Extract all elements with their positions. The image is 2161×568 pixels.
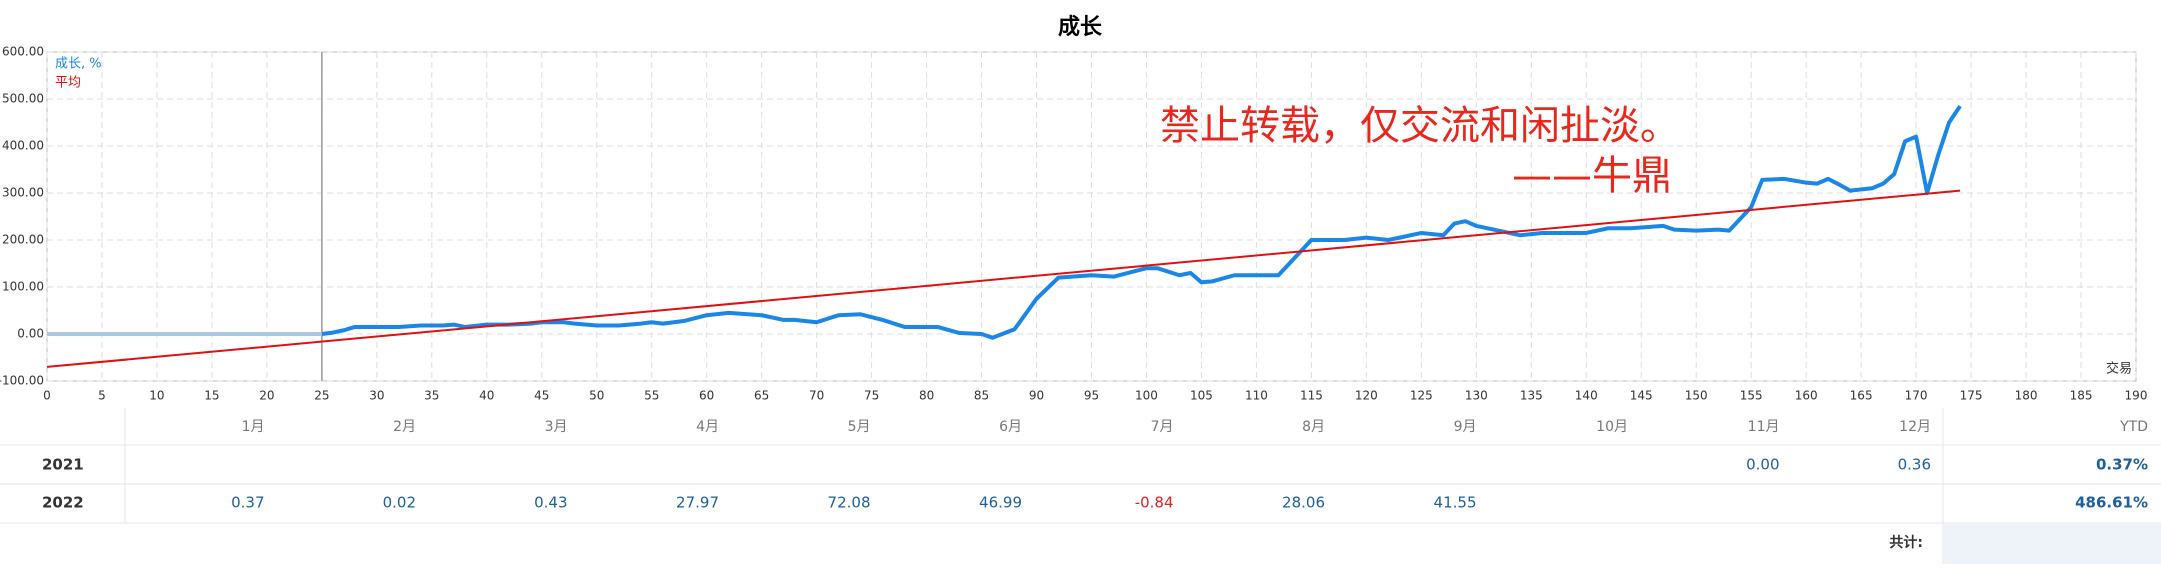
x-tick-label: 110 bbox=[1245, 389, 1268, 403]
chart-title: 成长 bbox=[1058, 15, 1103, 40]
y-tick-label: 500.00 bbox=[2, 92, 44, 106]
x-tick-label: 105 bbox=[1190, 389, 1213, 403]
ytd-header: YTD bbox=[2119, 419, 2148, 435]
x-tick-label: 90 bbox=[1029, 389, 1044, 403]
x-tick-label: 30 bbox=[369, 389, 384, 403]
x-axis-label: 交易 bbox=[2106, 361, 2132, 377]
year-cell: 2021 bbox=[42, 456, 84, 474]
x-tick-label: 175 bbox=[1960, 389, 1983, 403]
x-tick-label: 130 bbox=[1465, 389, 1488, 403]
x-tick-label: 60 bbox=[699, 389, 714, 403]
x-tick-label: 5 bbox=[98, 389, 106, 403]
series-line bbox=[46, 189, 1961, 368]
x-tick-label: 190 bbox=[2125, 389, 2148, 403]
month-value: 0.00 bbox=[1746, 456, 1779, 474]
x-tick-label: 170 bbox=[1905, 389, 1928, 403]
month-header: 5月 bbox=[848, 419, 871, 435]
month-header: 3月 bbox=[545, 419, 568, 435]
month-header: 2月 bbox=[393, 419, 416, 435]
x-tick-label: 125 bbox=[1410, 389, 1433, 403]
watermark: 禁止转载，仅交流和闲扯淡。 bbox=[1160, 103, 1680, 149]
x-tick-label: 160 bbox=[1795, 389, 1818, 403]
x-tick-label: 140 bbox=[1575, 389, 1598, 403]
total-label: 共计: bbox=[1889, 534, 1923, 551]
month-header: 8月 bbox=[1302, 419, 1325, 435]
legend-entry: 平均 bbox=[55, 76, 81, 91]
y-tick-label: 100.00 bbox=[2, 280, 44, 294]
month-value: 0.36 bbox=[1898, 456, 1931, 474]
y-tick-label: 300.00 bbox=[2, 186, 44, 200]
x-tick-label: 50 bbox=[589, 389, 604, 403]
x-tick-label: 75 bbox=[864, 389, 879, 403]
year-cell: 2022 bbox=[42, 494, 84, 512]
month-header: 10月 bbox=[1596, 419, 1628, 435]
x-tick-label: 150 bbox=[1685, 389, 1708, 403]
series-line bbox=[321, 104, 1962, 340]
month-value: 27.97 bbox=[676, 494, 719, 512]
y-tick-label: 200.00 bbox=[2, 233, 44, 247]
x-tick-label: 0 bbox=[43, 389, 51, 403]
x-tick-label: 80 bbox=[919, 389, 934, 403]
x-tick-label: 65 bbox=[754, 389, 769, 403]
x-tick-label: 40 bbox=[479, 389, 494, 403]
watermark: ——牛鼎 bbox=[1512, 153, 1672, 199]
y-tick-label: 0.00 bbox=[17, 327, 44, 341]
ytd-value: 486.61% bbox=[2075, 494, 2148, 512]
x-tick-label: 55 bbox=[644, 389, 659, 403]
month-header: 1月 bbox=[242, 419, 265, 435]
month-header: 11月 bbox=[1748, 419, 1780, 435]
x-tick-label: 100 bbox=[1135, 389, 1158, 403]
month-value: 0.43 bbox=[534, 494, 567, 512]
x-tick-label: 10 bbox=[149, 389, 164, 403]
total-cell bbox=[1943, 524, 2161, 564]
month-value: -0.84 bbox=[1135, 494, 1174, 512]
x-tick-label: 180 bbox=[2015, 389, 2038, 403]
x-tick-label: 165 bbox=[1850, 389, 1873, 403]
y-tick-label: 400.00 bbox=[2, 139, 44, 153]
y-tick-label: 600.00 bbox=[2, 45, 44, 59]
month-header: 12月 bbox=[1899, 419, 1931, 435]
x-tick-label: 20 bbox=[259, 389, 274, 403]
month-value: 0.02 bbox=[383, 494, 416, 512]
month-header: 4月 bbox=[696, 419, 719, 435]
x-tick-label: 95 bbox=[1084, 389, 1099, 403]
x-tick-label: 185 bbox=[2070, 389, 2093, 403]
x-tick-label: 15 bbox=[204, 389, 219, 403]
x-tick-label: 120 bbox=[1355, 389, 1378, 403]
month-header: 6月 bbox=[999, 419, 1022, 435]
x-tick-label: 115 bbox=[1300, 389, 1323, 403]
x-tick-label: 25 bbox=[314, 389, 329, 403]
month-value: 28.06 bbox=[1282, 494, 1325, 512]
x-tick-label: 85 bbox=[974, 389, 989, 403]
x-tick-label: 45 bbox=[534, 389, 549, 403]
month-value: 46.99 bbox=[979, 494, 1022, 512]
month-value: 72.08 bbox=[828, 494, 871, 512]
x-tick-label: 135 bbox=[1520, 389, 1543, 403]
month-header: 7月 bbox=[1151, 419, 1174, 435]
month-value: 0.37 bbox=[231, 494, 264, 512]
month-value: 41.55 bbox=[1434, 494, 1477, 512]
y-tick-label: -100.00 bbox=[0, 374, 44, 388]
ytd-value: 0.37% bbox=[2096, 456, 2148, 474]
legend-entry: 成长, % bbox=[55, 57, 102, 72]
x-tick-label: 145 bbox=[1630, 389, 1653, 403]
x-tick-label: 155 bbox=[1740, 389, 1763, 403]
x-tick-label: 70 bbox=[809, 389, 824, 403]
month-header: 9月 bbox=[1454, 419, 1477, 435]
x-tick-label: 35 bbox=[424, 389, 439, 403]
